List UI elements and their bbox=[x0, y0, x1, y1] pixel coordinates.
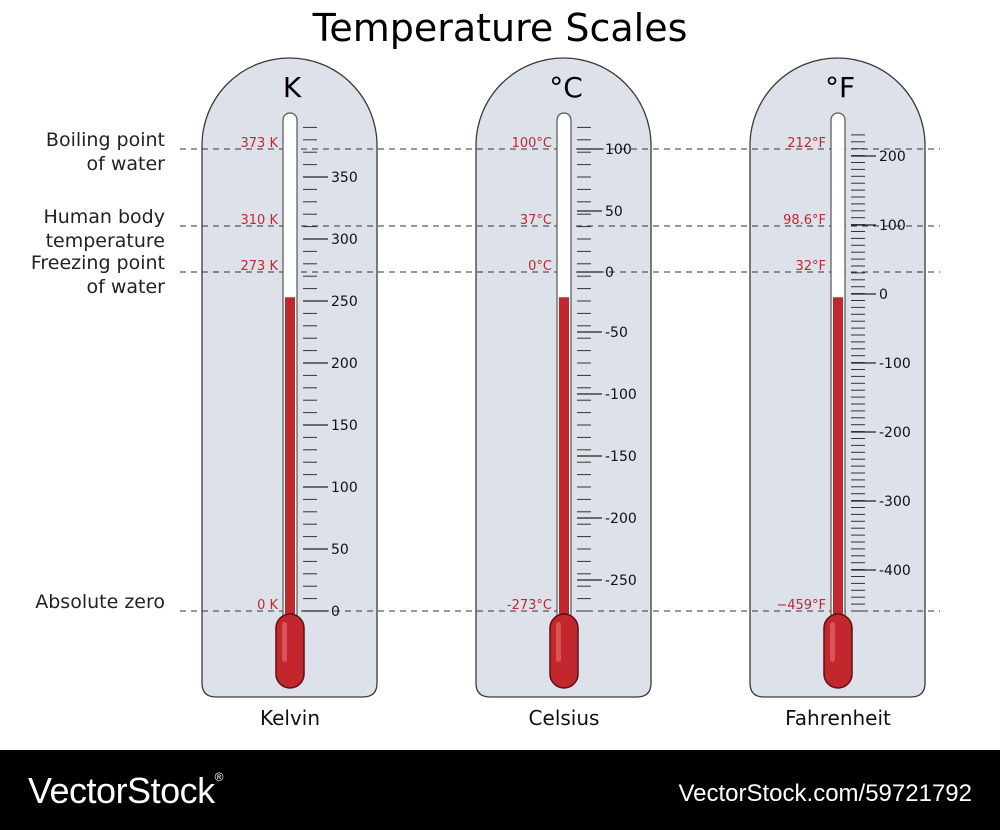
tick-label: -200 bbox=[605, 511, 637, 527]
tick-label: 250 bbox=[331, 294, 358, 310]
reference-value: 273 K bbox=[241, 259, 279, 274]
image-reference: VectorStock.com/59721792 bbox=[678, 780, 972, 807]
reference-label: Boiling point bbox=[46, 129, 165, 151]
brand-logo: VectorStock® bbox=[28, 770, 223, 812]
thermometer-bulb bbox=[823, 613, 853, 689]
tick-label: 0 bbox=[605, 265, 614, 281]
reference-value: -273°C bbox=[507, 598, 552, 613]
scale-name: Fahrenheit bbox=[785, 706, 891, 730]
scale-symbol: °F bbox=[825, 71, 855, 104]
bulb-highlight bbox=[830, 622, 835, 662]
brand-registered-mark: ® bbox=[214, 770, 224, 784]
reference-value: 37°C bbox=[520, 213, 552, 228]
scale-symbol: °C bbox=[549, 71, 583, 104]
bulb-highlight bbox=[282, 622, 287, 662]
thermometer-bulb bbox=[549, 613, 579, 689]
tick-label: -150 bbox=[605, 449, 637, 465]
bulb-highlight bbox=[556, 622, 561, 662]
tick-label: 0 bbox=[879, 287, 888, 303]
mercury-column bbox=[285, 297, 295, 621]
tick-label: 200 bbox=[331, 356, 358, 372]
tick-label: -200 bbox=[879, 425, 911, 441]
reference-label: of water bbox=[87, 276, 166, 298]
tick-label: -300 bbox=[879, 494, 911, 510]
reference-value: 100°C bbox=[512, 136, 552, 151]
tick-label: 100 bbox=[331, 480, 358, 496]
tick-label: 100 bbox=[879, 218, 906, 234]
reference-value: 0°C bbox=[528, 259, 552, 274]
footer-bar: VectorStock® VectorStock.com/59721792 bbox=[0, 750, 1000, 830]
tick-label: 50 bbox=[331, 542, 349, 558]
reference-value: 98.6°F bbox=[783, 213, 826, 228]
tick-label: 300 bbox=[331, 232, 358, 248]
reference-label: Freezing point bbox=[31, 252, 165, 274]
scale-name: Kelvin bbox=[260, 706, 320, 730]
tick-label: 150 bbox=[331, 418, 358, 434]
mercury-column bbox=[559, 297, 569, 621]
reference-value: 0 K bbox=[257, 598, 278, 613]
tick-label: -400 bbox=[879, 563, 911, 579]
tick-label: 0 bbox=[331, 604, 340, 620]
reference-label: Absolute zero bbox=[35, 591, 165, 613]
tick-label: 350 bbox=[331, 170, 358, 186]
reference-value: 310 K bbox=[241, 213, 279, 228]
tick-label: -250 bbox=[605, 573, 637, 589]
tick-label: -100 bbox=[605, 387, 637, 403]
tick-label: 100 bbox=[605, 142, 632, 158]
brand-name: VectorStock bbox=[28, 770, 215, 811]
reference-label: temperature bbox=[46, 230, 165, 252]
page-title: Temperature Scales bbox=[312, 6, 688, 50]
tick-label: 50 bbox=[605, 204, 623, 220]
reference-value: −459°F bbox=[776, 598, 826, 613]
reference-value: 212°F bbox=[787, 136, 826, 151]
tick-label: -100 bbox=[879, 356, 911, 372]
reference-label: Human body bbox=[43, 206, 165, 228]
thermometer-bulb bbox=[275, 613, 305, 689]
reference-value: 373 K bbox=[241, 136, 279, 151]
mercury-column bbox=[833, 297, 843, 621]
scale-name: Celsius bbox=[529, 706, 600, 730]
reference-value: 32°F bbox=[795, 259, 826, 274]
tick-label: -50 bbox=[605, 325, 628, 341]
tick-label: 200 bbox=[879, 149, 906, 165]
reference-label: of water bbox=[87, 153, 166, 175]
scale-symbol: K bbox=[283, 71, 302, 104]
